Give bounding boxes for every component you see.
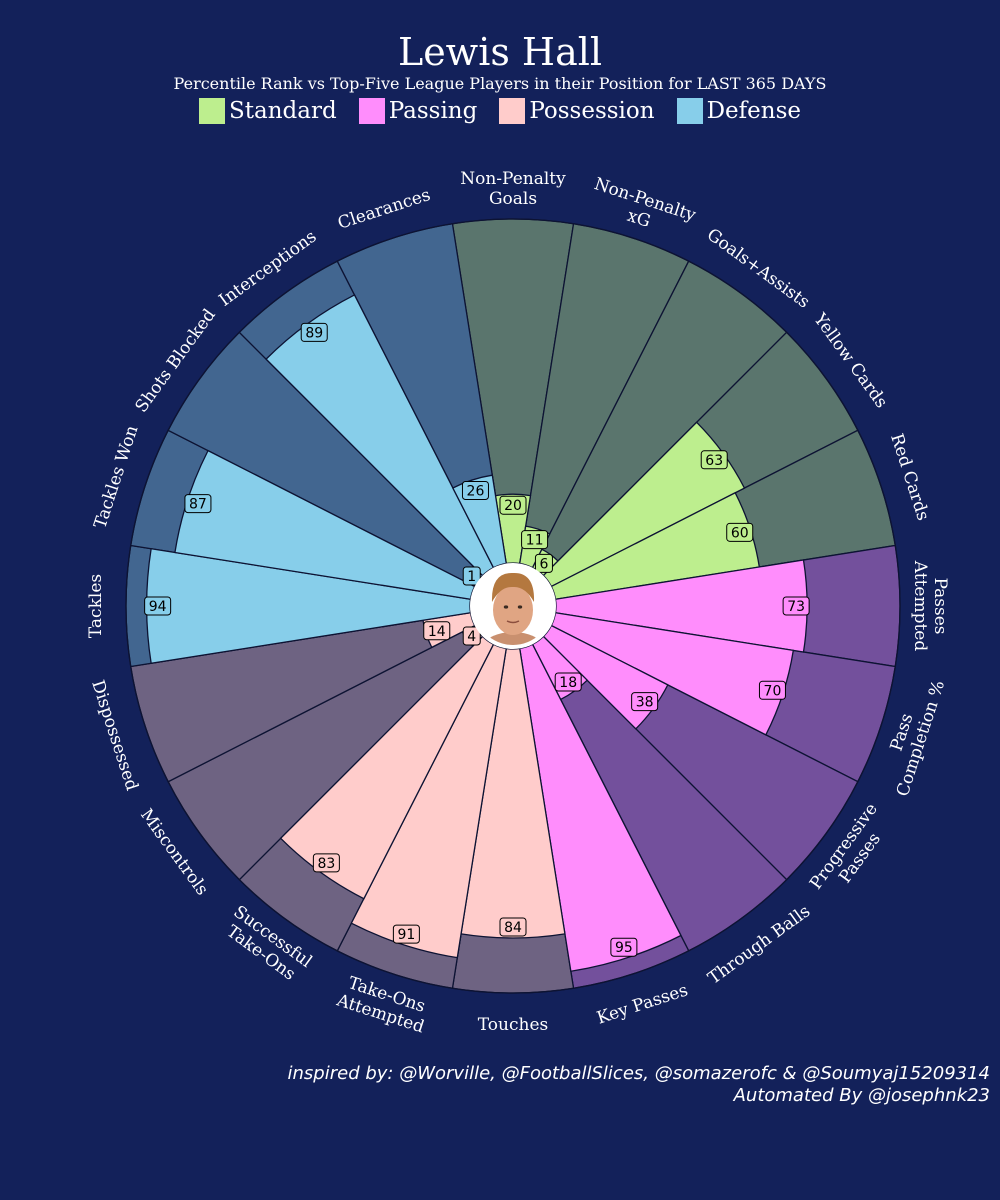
legend-swatch-standard bbox=[199, 98, 225, 124]
value-badge-take-ons-attempted: 91 bbox=[392, 924, 420, 944]
value-badge-non-penalty-goals: 20 bbox=[499, 495, 527, 515]
param-label-tackles: Tackles bbox=[86, 574, 106, 638]
value-badge-red-cards: 60 bbox=[726, 522, 754, 542]
player-photo bbox=[470, 563, 556, 649]
param-label-passes-attempted: PassesAttempted bbox=[910, 560, 950, 652]
value-badge-dispossessed: 14 bbox=[423, 621, 451, 641]
value-text-take-ons-attempted: 91 bbox=[397, 927, 415, 943]
param-label-tackles-won: Tackles Won bbox=[90, 423, 142, 531]
legend-swatch-defense bbox=[676, 98, 703, 124]
value-text-passes-attempted: 73 bbox=[787, 599, 805, 615]
legend-item-defense: Defense bbox=[676, 97, 801, 125]
value-badge-through-balls: 18 bbox=[554, 672, 582, 692]
param-label-red-cards: Red Cards bbox=[886, 431, 933, 523]
value-badge-non-penalty-xg: 11 bbox=[521, 530, 549, 550]
value-text-non-penalty-xg: 11 bbox=[526, 533, 544, 549]
value-badge-progressive-passes: 38 bbox=[631, 692, 659, 712]
value-text-non-penalty-goals: 20 bbox=[504, 498, 522, 514]
value-badge-successful-take-ons: 83 bbox=[312, 853, 340, 873]
value-text-red-cards: 60 bbox=[731, 525, 749, 541]
legend: Standard Passing Possession Defense bbox=[0, 95, 1000, 127]
value-text-touches: 84 bbox=[504, 920, 522, 936]
value-badge-shots-blocked: 1 bbox=[462, 566, 481, 586]
credits-automated-by: Automated By @josephnk23 bbox=[733, 1085, 990, 1106]
value-badge-clearances: 26 bbox=[461, 481, 489, 500]
value-badge-passes-attempted: 73 bbox=[782, 596, 810, 616]
value-badge-key-passes: 95 bbox=[610, 937, 638, 957]
value-text-key-passes: 95 bbox=[615, 940, 633, 956]
value-badge-goals-assists: 6 bbox=[534, 553, 553, 573]
legend-item-passing: Passing bbox=[358, 97, 478, 125]
value-badge-pass-completion: 70 bbox=[758, 680, 786, 700]
outer-ring bbox=[125, 218, 901, 994]
value-text-pass-completion: 70 bbox=[764, 683, 782, 699]
value-text-dispossessed: 14 bbox=[428, 624, 446, 640]
legend-label-defense: Defense bbox=[706, 98, 801, 124]
value-text-shots-blocked: 1 bbox=[467, 569, 476, 585]
value-badge-tackles: 94 bbox=[144, 596, 172, 616]
chart-subtitle: Percentile Rank vs Top-Five League Playe… bbox=[173, 74, 827, 93]
value-text-tackles: 94 bbox=[149, 599, 167, 615]
legend-label-possession: Possession bbox=[529, 98, 655, 124]
value-badge-miscontrols: 4 bbox=[462, 626, 481, 646]
param-label-touches: Touches bbox=[478, 1015, 548, 1035]
legend-item-possession: Possession bbox=[499, 97, 655, 125]
value-text-clearances: 26 bbox=[467, 484, 485, 500]
chart-title: Lewis Hall bbox=[397, 30, 603, 74]
param-label-dispossessed: Dispossessed bbox=[87, 678, 142, 793]
param-label-clearances: Clearances bbox=[335, 185, 433, 234]
value-text-successful-take-ons: 83 bbox=[317, 856, 335, 872]
value-badge-tackles-won: 87 bbox=[184, 494, 212, 514]
credits: inspired by: @Worville, @FootballSlices,… bbox=[288, 1063, 990, 1107]
value-labels: 20 11 6 63 60 73 70 38 18 95 84 91 83 4 14 94 87 1 89 26 bbox=[144, 322, 810, 957]
value-text-progressive-passes: 38 bbox=[636, 695, 654, 711]
legend-label-standard: Standard bbox=[229, 98, 337, 124]
value-text-goals-assists: 6 bbox=[539, 556, 548, 572]
legend-swatch-passing bbox=[358, 98, 385, 124]
value-text-miscontrols: 4 bbox=[467, 629, 476, 645]
credits-inspired-by: inspired by: @Worville, @FootballSlices,… bbox=[287, 1063, 990, 1084]
value-text-through-balls: 18 bbox=[559, 675, 577, 691]
legend-swatch-possession bbox=[499, 98, 526, 124]
value-badge-touches: 84 bbox=[499, 917, 527, 937]
value-badge-interceptions: 89 bbox=[300, 322, 328, 342]
value-text-interceptions: 89 bbox=[305, 325, 323, 341]
value-text-tackles-won: 87 bbox=[189, 497, 207, 513]
param-label-key-passes: Key Passes bbox=[595, 980, 691, 1028]
legend-label-passing: Passing bbox=[388, 98, 478, 124]
param-label-non-penalty-goals: Non-Penalty Goals bbox=[460, 169, 566, 209]
value-badge-yellow-cards: 63 bbox=[700, 450, 728, 470]
value-wedge-interceptions bbox=[265, 294, 495, 577]
legend-item-standard: Standard bbox=[199, 97, 337, 125]
value-text-yellow-cards: 63 bbox=[705, 453, 723, 469]
